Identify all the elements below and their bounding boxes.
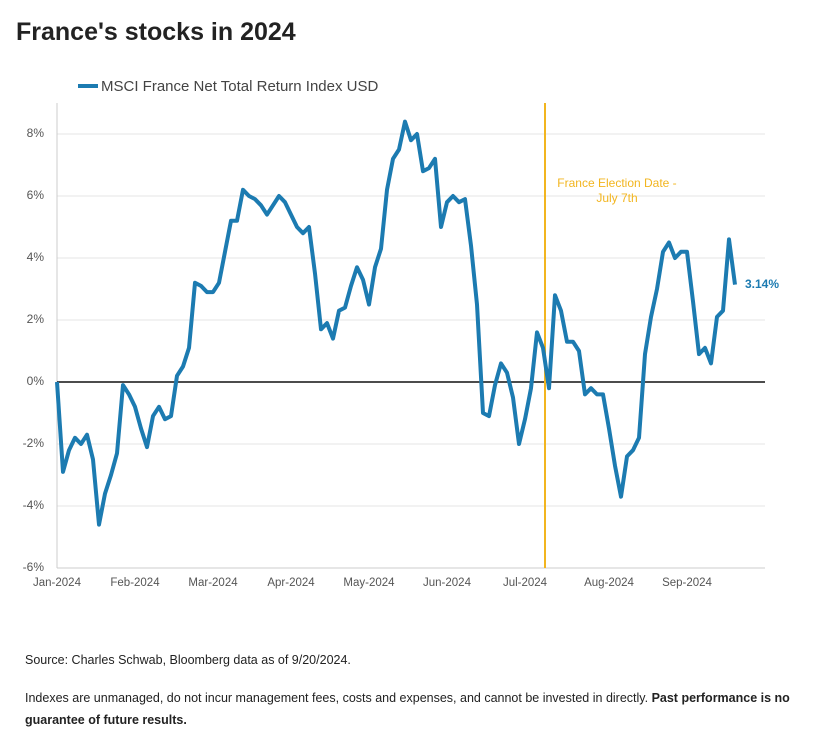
x-tick-label: Jan-2024 <box>33 577 82 589</box>
x-tick-label: Jul-2024 <box>503 577 548 589</box>
y-tick-label: -2% <box>23 436 45 450</box>
y-tick-label: -4% <box>23 498 45 512</box>
source-note: Source: Charles Schwab, Bloomberg data a… <box>25 653 351 667</box>
annotation-text: France Election Date - <box>557 176 676 190</box>
legend-label: MSCI France Net Total Return Index USD <box>101 78 378 95</box>
disclaimer: Indexes are unmanaged, do not incur mana… <box>25 687 830 731</box>
x-tick-label: Aug-2024 <box>584 577 634 589</box>
y-tick-label: 2% <box>27 312 45 326</box>
y-tick-label: -6% <box>23 560 45 574</box>
y-tick-label: 8% <box>27 126 45 140</box>
y-tick-label: 6% <box>27 188 45 202</box>
value-label: 3.14% <box>745 277 779 291</box>
y-tick-label: 4% <box>27 250 45 264</box>
annotation-text: July 7th <box>596 191 637 205</box>
x-tick-label: Apr-2024 <box>267 577 315 589</box>
x-tick-label: Jun-2024 <box>423 577 472 589</box>
x-tick-label: May-2024 <box>343 577 395 589</box>
series-line <box>55 119 737 527</box>
y-tick-label: 0% <box>27 374 45 388</box>
x-tick-label: Sep-2024 <box>662 577 712 589</box>
x-tick-label: Mar-2024 <box>188 577 238 589</box>
x-tick-label: Feb-2024 <box>110 577 160 589</box>
disclaimer-text: Indexes are unmanaged, do not incur mana… <box>25 691 649 705</box>
disclaimer-bold: Past performance is no guarantee of futu… <box>25 691 790 727</box>
chart-title: France's stocks in 2024 <box>16 18 296 46</box>
